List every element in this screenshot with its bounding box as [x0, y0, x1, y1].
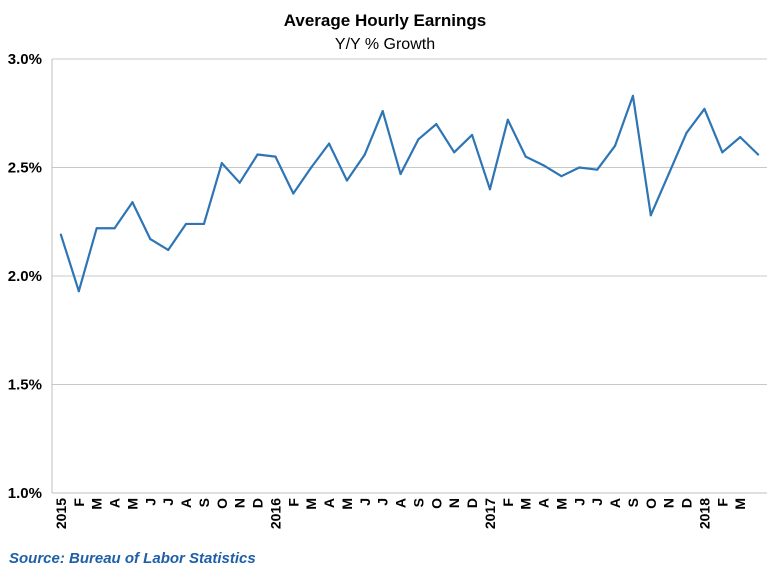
data-point: [578, 166, 581, 169]
data-point: [149, 238, 152, 241]
x-tick-label: F: [285, 498, 301, 507]
x-tick-label: J: [375, 498, 391, 506]
data-point: [613, 144, 617, 147]
y-tick-label: 3.0%: [8, 51, 42, 68]
data-point: [399, 172, 402, 176]
data-point: [703, 107, 706, 111]
data-point: [220, 162, 223, 165]
data-point: [649, 214, 652, 217]
x-tick-label: A: [607, 498, 623, 508]
data-point: [685, 131, 688, 134]
data-point: [131, 201, 134, 204]
x-tick-label: A: [536, 498, 552, 508]
x-tick-label: F: [714, 498, 730, 507]
x-tick-label: D: [679, 498, 695, 508]
x-tick-label: 2016: [267, 498, 283, 529]
y-tick-label: 2.0%: [8, 268, 42, 285]
data-point: [202, 222, 206, 226]
x-tick-label: M: [339, 498, 355, 510]
data-point: [256, 153, 259, 156]
x-tick-label: J: [589, 498, 605, 506]
data-point: [756, 153, 760, 156]
chart-subtitle: Y/Y % Growth: [335, 36, 435, 53]
series-line: [59, 94, 760, 293]
x-tick-label: 2015: [53, 498, 69, 529]
data-point: [470, 133, 474, 137]
data-point: [184, 222, 188, 226]
data-point: [113, 227, 116, 230]
x-tick-label: M: [303, 498, 319, 510]
data-point: [95, 227, 98, 230]
data-point: [721, 151, 724, 154]
data-point: [435, 123, 438, 126]
data-point: [327, 142, 331, 145]
series-group: [59, 94, 760, 293]
x-tick-label: M: [89, 498, 105, 510]
data-point: [453, 151, 456, 154]
x-tick-label: F: [500, 498, 516, 507]
gridlines: [51, 58, 767, 494]
data-point: [345, 179, 349, 182]
data-point: [596, 168, 599, 171]
x-tick-label: N: [661, 498, 677, 508]
data-point: [506, 118, 509, 121]
x-tick-label: M: [553, 498, 569, 510]
data-point: [238, 181, 241, 184]
x-tick-label: A: [178, 498, 194, 508]
x-tick-label: S: [196, 498, 212, 507]
x-axis-ticks: 2015 F M A M J J A S O N D 2016 F M A M J J A S O N D 2017 F M A M J J…: [53, 498, 748, 530]
chart-title: Average Hourly Earnings: [284, 11, 487, 30]
data-point: [488, 188, 492, 191]
x-tick-label: M: [732, 498, 748, 510]
x-tick-label: N: [232, 498, 248, 508]
x-tick-label: J: [357, 498, 373, 506]
y-tick-label: 1.5%: [8, 377, 42, 394]
x-tick-label: M: [518, 498, 534, 510]
x-tick-label: A: [393, 498, 409, 508]
data-point: [77, 290, 80, 293]
data-point: [542, 164, 545, 167]
x-tick-label: J: [160, 498, 176, 506]
x-tick-label: D: [250, 498, 266, 508]
data-point: [560, 175, 563, 178]
data-point: [381, 109, 384, 113]
x-tick-label: J: [142, 498, 158, 506]
data-point: [292, 192, 295, 195]
x-tick-label: 2017: [482, 498, 498, 529]
x-tick-label: J: [571, 498, 587, 506]
data-point: [274, 155, 277, 158]
y-tick-label: 2.5%: [8, 160, 42, 177]
data-point: [631, 94, 635, 97]
data-point: [739, 136, 742, 139]
x-tick-label: S: [625, 498, 641, 507]
x-tick-label: 2018: [696, 498, 712, 529]
x-tick-label: M: [124, 498, 140, 510]
data-point: [167, 248, 170, 252]
x-tick-label: D: [464, 498, 480, 508]
data-point: [310, 166, 313, 169]
data-point: [59, 233, 63, 236]
x-tick-label: F: [71, 498, 87, 507]
x-tick-label: S: [410, 498, 426, 507]
x-tick-label: O: [214, 498, 230, 509]
source-note: Source: Bureau of Labor Statistics: [9, 550, 256, 567]
x-tick-label: O: [643, 498, 659, 509]
data-point: [524, 155, 527, 158]
x-tick-label: N: [446, 498, 462, 508]
data-point: [667, 172, 670, 176]
y-tick-label: 1.0%: [8, 485, 42, 502]
x-tick-label: O: [428, 498, 444, 509]
data-point: [363, 153, 366, 156]
x-tick-label: A: [321, 498, 337, 508]
x-tick-label: A: [107, 498, 123, 508]
y-axis-ticks: 1.0% 1.5% 2.0% 2.5% 3.0%: [8, 51, 42, 502]
data-point: [417, 138, 420, 141]
